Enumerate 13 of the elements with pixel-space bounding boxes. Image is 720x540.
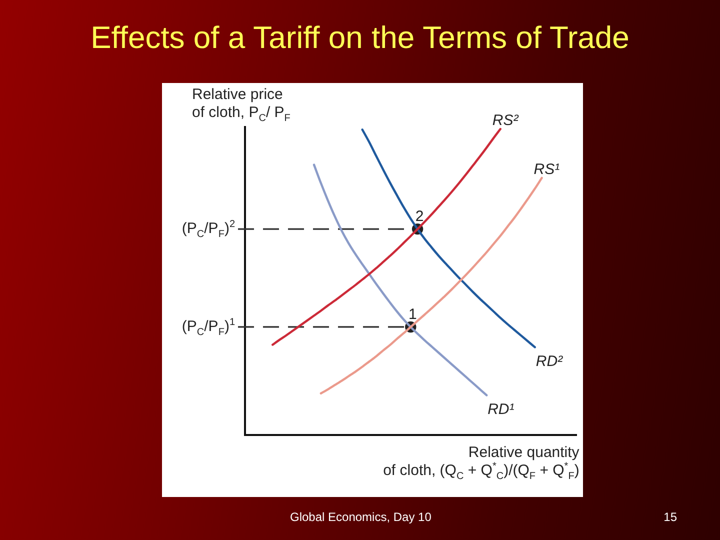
text: 15 — [664, 510, 677, 524]
series-label: 1 — [408, 306, 417, 323]
ref-line-label: (P$_{C}$/P$_{F}$)$^{1}$ — [182, 316, 235, 338]
ref-line-label: (P$_{C}$/P$_{F}$)$^{2}$ — [182, 219, 235, 240]
series-label: RS¹ — [534, 160, 560, 178]
series-label: RD² — [536, 353, 564, 370]
series-label: 2 — [415, 208, 424, 226]
text: Global Economics, Day 10 — [290, 510, 432, 524]
text: Relative quantity of cloth, (Q$_{C}$ + Q$^{*}$$_{C}$)/(Q$_{F}$ + Q$^{*}$$_{F}$) — [383, 444, 580, 482]
series-label: RD¹ — [488, 401, 514, 418]
y-axis-title: Relative price of cloth, P$_{C}$/ P$_{F}$ — [192, 86, 290, 124]
chart-title: Effects of a Tariff on the Terms of Trade — [90, 20, 630, 56]
series-label: RS² — [492, 112, 520, 129]
